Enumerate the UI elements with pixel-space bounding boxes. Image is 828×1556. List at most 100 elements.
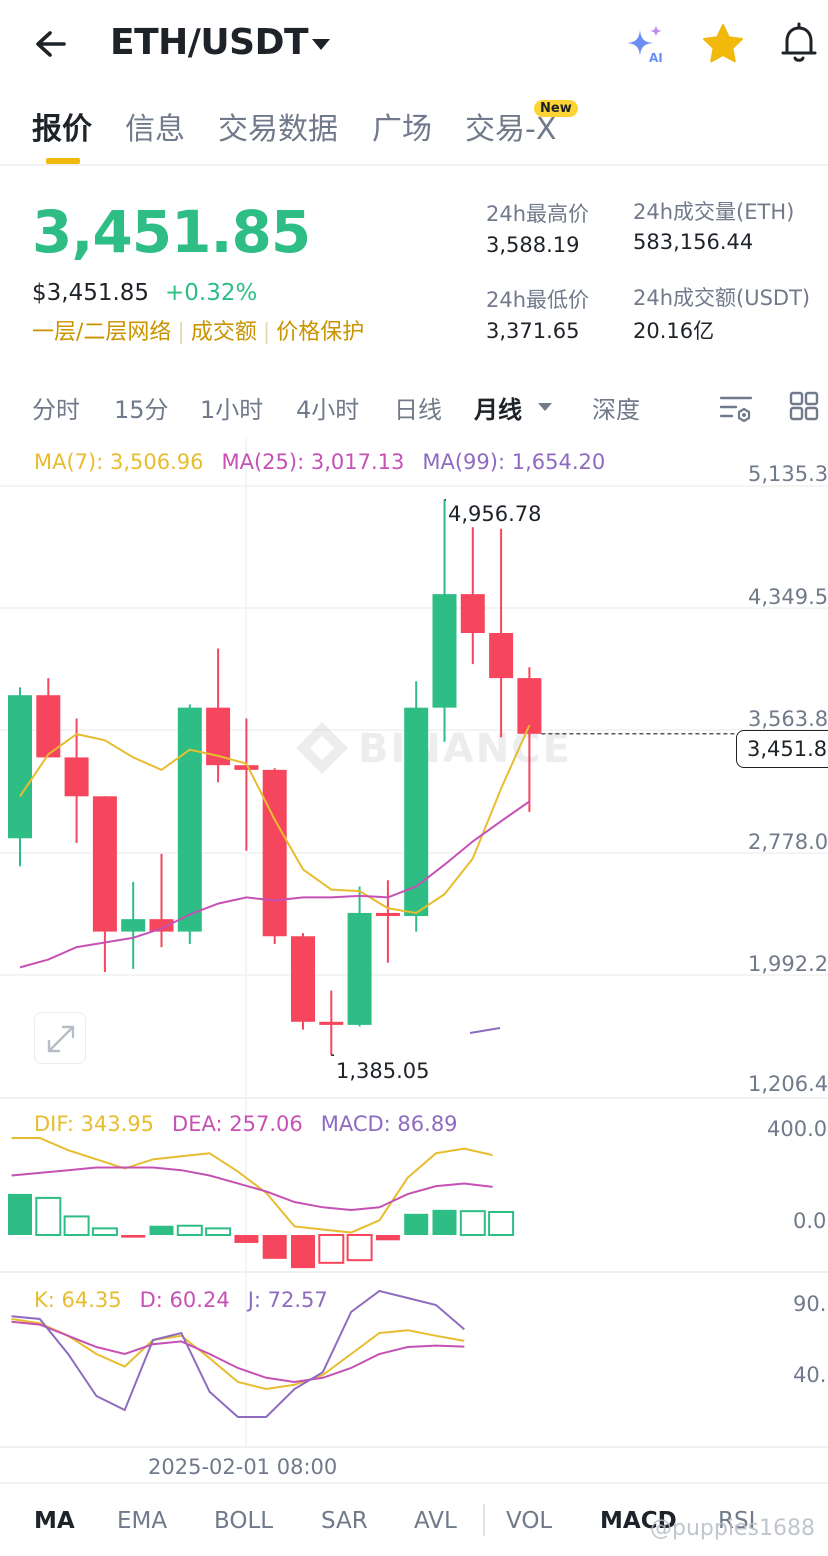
macd-histogram-bar	[488, 1210, 515, 1236]
tag-volume[interactable]: 成交额	[190, 320, 257, 345]
macd-histogram-bar	[291, 1235, 315, 1269]
back-arrow-icon[interactable]	[28, 22, 76, 66]
caret-down-icon[interactable]	[310, 36, 332, 52]
high-marker-label: 4,956.78	[448, 502, 542, 526]
kdj-axis-label: 40.	[793, 1363, 827, 1387]
indicator-ema[interactable]: EMA	[117, 1508, 168, 1534]
pair-title[interactable]: ETH/USDT	[110, 22, 309, 63]
candle-body	[432, 594, 457, 708]
chart-settings-icon[interactable]	[718, 390, 754, 426]
indicator-vol[interactable]: VOL	[506, 1508, 553, 1534]
ma-legend: MA(7): 3,506.96 MA(25): 3,017.13 MA(99): 1…	[34, 450, 605, 474]
interval-4h[interactable]: 4小时	[296, 396, 360, 424]
indicator-sar[interactable]: SAR	[321, 1508, 368, 1534]
interval-depth[interactable]: 深度	[592, 396, 640, 424]
tag-layer-network[interactable]: 一层/二层网络	[32, 320, 172, 345]
d-line	[11, 1320, 465, 1384]
macd-value: MACD: 86.89	[320, 1112, 458, 1136]
dea-value: DEA: 257.06	[172, 1112, 303, 1136]
macd-histogram-bar	[205, 1227, 232, 1236]
candle-body	[489, 633, 514, 679]
price-usd: $3,451.85	[32, 280, 150, 306]
ma-lines	[19, 724, 531, 1034]
k-value: K: 64.35	[34, 1288, 122, 1312]
indicator-bar: MA EMA BOLL SAR AVL VOL MACD RSI	[0, 1482, 828, 1556]
price-axis-label: 1,206.4	[748, 1072, 828, 1096]
interval-1d[interactable]: 日线	[394, 396, 442, 424]
macd-histogram-bar	[262, 1235, 287, 1259]
price-axis-label: 1,992.2	[748, 952, 828, 976]
low-label: 24h最低价	[486, 288, 590, 312]
dif-line	[11, 1137, 493, 1234]
caret-down-icon[interactable]	[536, 401, 554, 413]
macd-axis-label: 400.0	[767, 1117, 828, 1141]
low-value: 3,371.65	[486, 319, 580, 343]
indicator-avl[interactable]: AVL	[414, 1508, 457, 1534]
macd-axis-label: 0.0	[793, 1209, 827, 1233]
tab-trade-x[interactable]: 交易-X	[465, 112, 557, 147]
candle-body	[121, 919, 146, 932]
high-label: 24h最高价	[486, 202, 590, 226]
ma7-value: MA(7): 3,506.96	[34, 450, 204, 474]
macd-histogram-bar	[459, 1210, 486, 1237]
candle-body	[177, 707, 202, 932]
tab-quote[interactable]: 报价	[32, 112, 92, 147]
tab-info[interactable]: 信息	[125, 112, 185, 147]
main-tabs: 报价 信息 交易数据 广场 交易-X	[0, 96, 828, 166]
interval-timeline[interactable]: 分时	[32, 396, 80, 424]
macd-histogram-bar	[63, 1215, 90, 1237]
bell-icon[interactable]	[776, 20, 822, 66]
ma7-line	[19, 724, 531, 914]
candle-body	[8, 695, 32, 839]
candle-body	[36, 695, 61, 758]
weibo-watermark: @puppies1688	[650, 1516, 815, 1541]
header: ETH/USDT AI	[0, 0, 828, 90]
ma25-value: MA(25): 3,017.13	[221, 450, 405, 474]
candle-body	[92, 796, 117, 932]
kdj-panel	[11, 1289, 465, 1418]
kdj-legend: K: 64.35 D: 60.24 J: 72.57	[34, 1288, 328, 1312]
current-price-tag: 3,451.85	[736, 730, 828, 768]
dea-line	[11, 1166, 493, 1211]
low-marker-label: 1,385.05	[336, 1059, 430, 1083]
price-axis-label: 5,135.3	[748, 462, 828, 486]
star-icon[interactable]	[700, 22, 746, 66]
expand-icon	[47, 1025, 75, 1053]
indicator-rsi[interactable]: RSI	[718, 1508, 756, 1534]
interval-1month[interactable]: 月线	[474, 396, 522, 424]
candlestick-chart[interactable]: BINANCE	[0, 438, 828, 1482]
price-markers	[331, 499, 736, 1056]
crosshair-date: 2025-02-01 08:00	[148, 1455, 338, 1479]
layout-grid-icon[interactable]	[788, 390, 820, 422]
ai-sparkle-icon[interactable]: AI	[622, 22, 670, 66]
price-axis-label: 4,349.5	[748, 585, 828, 609]
fullscreen-button[interactable]	[34, 1012, 86, 1064]
macd-histogram-bar	[234, 1235, 259, 1243]
ma99-value: MA(99): 1,654.20	[422, 450, 606, 474]
tab-trading-data[interactable]: 交易数据	[218, 112, 338, 147]
macd-histogram-bar	[432, 1209, 457, 1235]
volume-eth-value: 583,156.44	[633, 230, 754, 254]
indicator-divider	[483, 1504, 485, 1536]
kdj-axis-label: 90.	[793, 1292, 827, 1316]
candle-body	[517, 678, 542, 734]
interval-1h[interactable]: 1小时	[200, 396, 264, 424]
indicator-boll[interactable]: BOLL	[214, 1508, 274, 1534]
macd-histogram-bar	[8, 1193, 32, 1235]
j-line	[11, 1289, 465, 1418]
k-line	[11, 1318, 465, 1391]
dif-value: DIF: 343.95	[34, 1112, 155, 1136]
tag-price-protection[interactable]: 价格保护	[276, 320, 365, 345]
d-value: D: 60.24	[139, 1288, 230, 1312]
last-price: 3,451.85	[32, 198, 311, 266]
tab-square[interactable]: 广场	[372, 112, 432, 147]
indicator-macd[interactable]: MACD	[600, 1508, 677, 1534]
price-change: +0.32%	[165, 280, 258, 306]
candle-body	[262, 769, 287, 937]
indicator-ma[interactable]: MA	[34, 1508, 75, 1534]
macd-histogram-bar	[176, 1224, 203, 1236]
candles	[8, 499, 542, 1056]
interval-bar: 分时 15分 1小时 4小时 日线 月线 深度	[0, 380, 828, 438]
volume-usdt-label: 24h成交额(USDT)	[633, 286, 811, 310]
interval-15m[interactable]: 15分	[114, 396, 169, 424]
